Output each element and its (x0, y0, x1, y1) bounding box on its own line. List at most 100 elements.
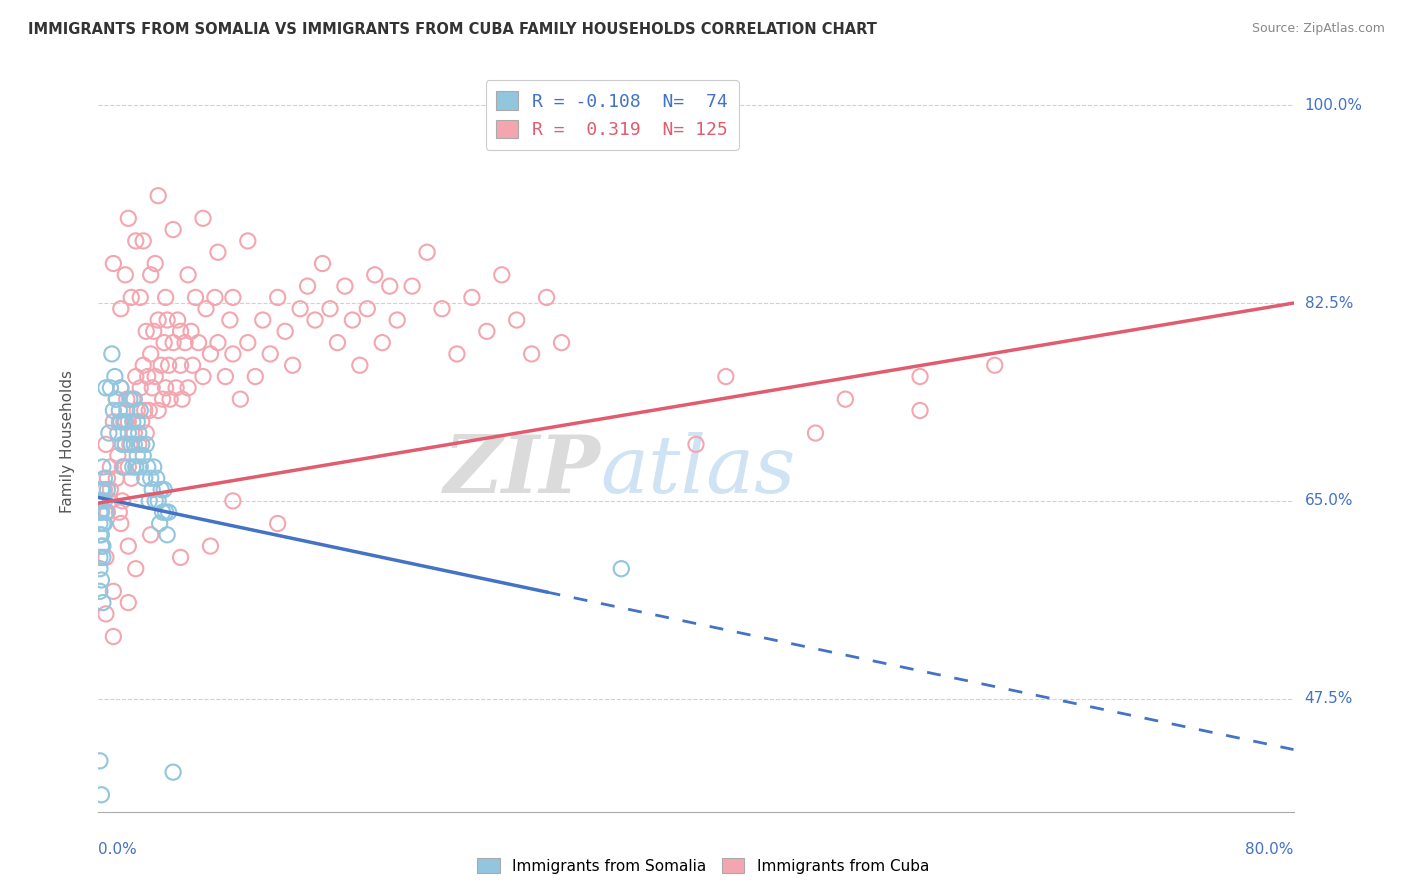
Point (112, 460, 135, 475)
Point (984, 358, 1007, 372)
Point (111, 437, 134, 451)
Point (610, 562, 633, 576)
Point (129, 460, 152, 475)
Point (245, 369, 267, 384)
Point (94, 437, 117, 451)
Point (132, 358, 155, 372)
Point (124, 392, 146, 406)
Point (177, 381, 200, 395)
Point (94, 505, 117, 519)
Point (120, 437, 142, 451)
Point (131, 437, 153, 451)
Point (148, 188, 170, 202)
Point (259, 347, 281, 361)
Point (401, 279, 423, 293)
Point (131, 415, 153, 429)
Point (371, 335, 394, 350)
Point (550, 335, 572, 350)
Point (121, 460, 143, 475)
Point (117, 415, 139, 429)
Point (110, 381, 132, 395)
Text: 80.0%: 80.0% (1246, 842, 1294, 857)
Point (127, 449, 149, 463)
Point (138, 494, 160, 508)
Point (129, 403, 152, 417)
Point (103, 415, 125, 429)
Text: IMMIGRANTS FROM SOMALIA VS IMMIGRANTS FROM CUBA FAMILY HOUSEHOLDS CORRELATION CH: IMMIGRANTS FROM SOMALIA VS IMMIGRANTS FR… (28, 22, 877, 37)
Point (475, 324, 498, 338)
Point (356, 301, 378, 316)
Point (101, 347, 124, 361)
Point (155, 290, 177, 304)
Point (342, 313, 364, 327)
Point (108, 505, 131, 519)
Point (117, 539, 139, 553)
Point (165, 381, 187, 395)
Point (94, 550, 117, 565)
Point (491, 268, 513, 282)
Point (110, 415, 132, 429)
Point (115, 403, 138, 417)
Point (834, 392, 856, 406)
Point (98, 381, 122, 395)
Point (222, 347, 245, 361)
Point (93, 516, 115, 531)
Point (416, 245, 439, 260)
Point (162, 335, 184, 350)
Point (110, 381, 132, 395)
Point (148, 313, 170, 327)
Point (139, 528, 162, 542)
Point (112, 415, 135, 429)
Point (124, 437, 146, 451)
Point (195, 301, 218, 316)
Point (91, 483, 114, 497)
Point (326, 335, 349, 350)
Point (118, 392, 141, 406)
Point (222, 494, 245, 508)
Point (169, 324, 191, 338)
Point (114, 415, 136, 429)
Point (108, 403, 131, 417)
Point (105, 392, 128, 406)
Point (89, 584, 111, 599)
Point (120, 290, 142, 304)
Point (364, 268, 387, 282)
Point (98, 460, 122, 475)
Point (98, 483, 122, 497)
Point (267, 516, 290, 531)
Point (207, 245, 229, 260)
Text: 47.5%: 47.5% (1305, 691, 1353, 706)
Point (200, 539, 222, 553)
Point (214, 369, 236, 384)
Point (191, 369, 214, 384)
Point (152, 505, 174, 519)
Point (148, 403, 170, 417)
Point (908, 369, 931, 384)
Point (174, 335, 197, 350)
Point (103, 584, 125, 599)
Point (117, 425, 139, 440)
Point (236, 234, 259, 248)
Point (184, 290, 207, 304)
Point (120, 471, 142, 485)
Point (143, 369, 166, 384)
Point (108, 415, 131, 429)
Point (89, 528, 111, 542)
Point (132, 234, 155, 248)
Point (536, 290, 558, 304)
Point (128, 425, 150, 440)
Point (117, 596, 139, 610)
Point (714, 369, 737, 384)
Point (142, 460, 165, 475)
Point (111, 460, 134, 475)
Point (145, 471, 167, 485)
Point (157, 505, 180, 519)
Point (93, 471, 115, 485)
Point (274, 324, 297, 338)
Point (304, 313, 326, 327)
Point (150, 358, 173, 372)
Point (153, 483, 176, 497)
Point (128, 437, 150, 451)
Point (134, 403, 156, 417)
Point (90, 539, 112, 553)
